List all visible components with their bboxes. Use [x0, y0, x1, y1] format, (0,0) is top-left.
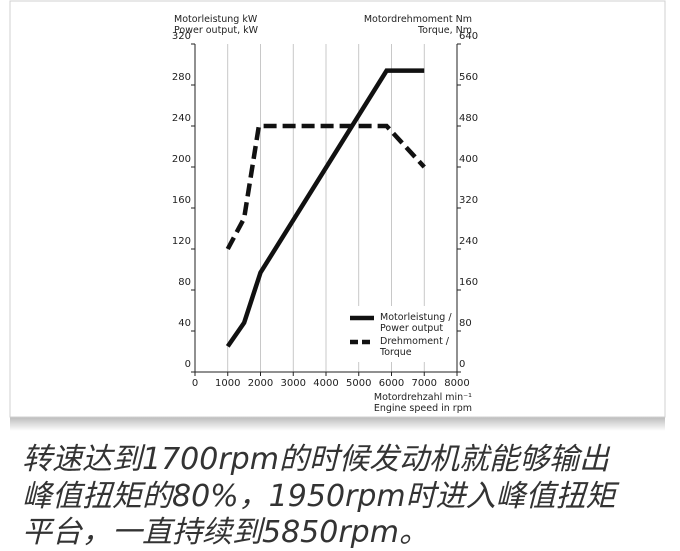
series-line [225, 123, 426, 251]
y2-tick-label: 560 [459, 72, 478, 83]
x-tick-label: 0 [192, 378, 198, 389]
y-tick-label: 120 [172, 236, 191, 247]
x-tick-label: 7000 [412, 378, 437, 389]
y2-axis-title: Motordrehmoment Nm Torque, Nm [363, 14, 472, 36]
y2-tick-label: 400 [459, 154, 478, 165]
y-tick-label: 320 [172, 31, 191, 42]
x-tick-label: 6000 [379, 378, 404, 389]
y-tick-label: 0 [185, 359, 191, 370]
x-axis-title: Motordrehzahl min⁻¹ Engine speed in rpm [373, 392, 472, 414]
y-tick-label: 240 [172, 113, 191, 124]
x-tick-label: 2000 [248, 378, 273, 389]
legend-box [345, 306, 453, 362]
y-tick-label: 200 [172, 154, 191, 165]
caption-line: 转速达到1700rpm的时候发动机就能够输出 [22, 442, 609, 477]
y-tick-label: 40 [178, 318, 191, 329]
legend-label: Drehmoment / Torque [380, 336, 450, 358]
x-tick-label: 8000 [444, 378, 469, 389]
series-line [225, 68, 425, 348]
x-tick-label: 4000 [313, 378, 338, 389]
y2-tick-label: 0 [459, 359, 465, 370]
y-tick-label: 280 [172, 72, 191, 83]
caption-line: 平台，一直持续到5850rpm。 [22, 515, 429, 550]
x-tick-label: 3000 [281, 378, 306, 389]
legend-label: Motorleistung / Power output [380, 312, 452, 334]
y2-tick-label: 160 [459, 277, 478, 288]
caption-line: 峰值扭矩的80%，1950rpm时进入峰值扭矩 [22, 479, 616, 514]
x-tick-label: 5000 [346, 378, 371, 389]
y2-tick-label: 480 [459, 113, 478, 124]
y-tick-label: 160 [172, 195, 191, 206]
shadow [10, 417, 665, 431]
chart-panel [9, 0, 666, 418]
y2-tick-label: 640 [459, 31, 478, 42]
y2-tick-label: 320 [459, 195, 478, 206]
y2-tick-label: 80 [459, 318, 472, 329]
y-axis-title: Motorleistung kW Power output, kW [174, 14, 259, 36]
y2-tick-label: 240 [459, 236, 478, 247]
x-tick-label: 1000 [215, 378, 240, 389]
y-tick-label: 80 [178, 277, 191, 288]
